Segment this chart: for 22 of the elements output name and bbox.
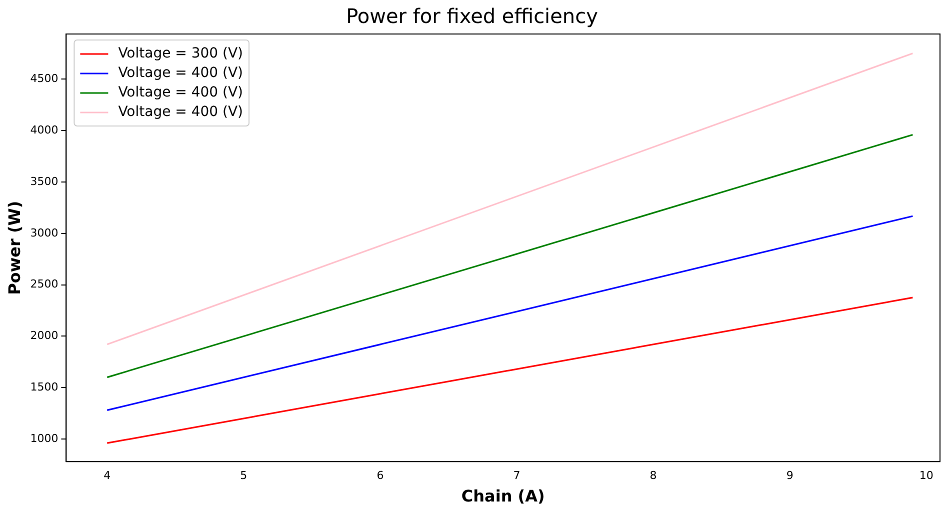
- x-tick-label: 4: [104, 469, 111, 482]
- y-tick-label: 2500: [30, 278, 58, 291]
- x-tick-label: 5: [240, 469, 248, 482]
- legend-label: Voltage = 400 (V): [118, 104, 244, 120]
- y-tick-label: 2000: [30, 329, 58, 342]
- chart-title: Power for fixed efficiency: [346, 4, 598, 28]
- x-tick-label: 9: [786, 469, 794, 482]
- legend-label: Voltage = 400 (V): [118, 84, 244, 101]
- x-tick-label: 8: [650, 469, 657, 482]
- x-tick-label: 6: [376, 469, 384, 482]
- y-tick-label: 3500: [30, 174, 58, 188]
- y-tick-label: 3000: [30, 226, 58, 240]
- y-tick-label: 4500: [30, 72, 58, 86]
- y-axis-title: Power (W): [4, 200, 24, 295]
- legend-label: Voltage = 300 (V): [118, 46, 244, 62]
- x-tick-label: 10: [919, 469, 934, 482]
- y-tick-label: 4000: [30, 123, 58, 136]
- x-axis-title: Chain (A): [461, 486, 545, 506]
- legend-label: Voltage = 400 (V): [118, 65, 244, 82]
- y-tick-label: 1000: [30, 432, 58, 445]
- y-tick-label: 1500: [30, 380, 58, 394]
- x-tick-label: 7: [513, 469, 520, 482]
